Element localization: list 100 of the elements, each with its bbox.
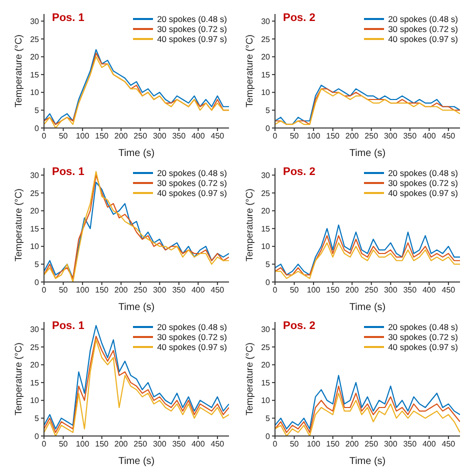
x-tick-label: 200 (345, 132, 360, 141)
chart-title: Pos. 1 (52, 12, 84, 24)
chart-title: Pos. 1 (52, 166, 84, 178)
y-tick-label: 10 (261, 396, 271, 406)
y-tick-label: 5 (266, 414, 271, 424)
y-tick-label: 25 (30, 342, 40, 352)
x-tick-label: 50 (290, 440, 300, 449)
chart-title: Pos. 2 (283, 12, 316, 24)
line-series (275, 224, 460, 276)
x-tick-label: 100 (306, 132, 321, 141)
x-tick-label: 150 (326, 132, 340, 141)
x-tick-label: 400 (191, 286, 206, 295)
x-tick-label: 150 (95, 286, 110, 295)
y-tick-label: 10 (30, 88, 40, 98)
legend-label: 20 spokes (0.48 s) (157, 322, 227, 332)
x-axis-title: Time (s) (118, 302, 155, 313)
chart-title: Pos. 2 (283, 166, 316, 178)
y-tick-label: 20 (30, 52, 40, 62)
x-axis-title: Time (s) (118, 148, 155, 159)
y-tick-label: 5 (266, 106, 271, 116)
x-tick-label: 0 (42, 132, 47, 141)
y-tick-label: 5 (266, 260, 271, 270)
y-axis-title: Temperature (°C) (13, 188, 24, 262)
y-tick-label: 30 (30, 170, 40, 180)
x-tick-label: 250 (364, 132, 379, 141)
x-axis-title: Time (s) (349, 456, 386, 467)
x-tick-label: 350 (403, 286, 418, 295)
x-tick-label: 400 (191, 440, 206, 449)
x-axis-title: Time (s) (349, 148, 386, 159)
x-tick-label: 300 (152, 440, 167, 449)
x-tick-label: 400 (422, 132, 436, 141)
x-tick-label: 450 (442, 440, 456, 449)
x-tick-label: 350 (172, 286, 186, 295)
legend-label: 30 spokes (0.72 s) (388, 24, 458, 34)
legend-label: 40 spokes (0.97 s) (388, 34, 458, 44)
y-tick-label: 15 (261, 224, 271, 234)
y-tick-label: 5 (34, 414, 40, 424)
y-tick-label: 0 (34, 278, 40, 287)
x-tick-label: 50 (58, 440, 68, 449)
y-tick-label: 0 (34, 432, 40, 441)
legend-label: 40 spokes (0.97 s) (157, 342, 227, 352)
y-tick-label: 0 (266, 432, 271, 441)
legend-label: 30 spokes (0.72 s) (157, 332, 227, 342)
x-axis-title: Time (s) (118, 456, 155, 467)
legend-label: 20 spokes (0.48 s) (157, 14, 227, 24)
x-tick-label: 150 (95, 440, 110, 449)
x-tick-label: 100 (306, 286, 321, 295)
x-tick-label: 50 (290, 286, 300, 295)
y-tick-label: 30 (30, 16, 40, 26)
x-tick-label: 350 (172, 440, 186, 449)
y-axis-title: Temperature (°C) (244, 342, 256, 416)
y-tick-label: 30 (261, 16, 271, 26)
y-tick-label: 5 (34, 106, 40, 116)
chart-title: Pos. 1 (52, 320, 84, 332)
chart-title: Pos. 2 (283, 320, 316, 332)
line-series (275, 386, 460, 433)
y-tick-label: 25 (30, 188, 40, 198)
y-tick-label: 15 (261, 378, 271, 388)
x-tick-label: 100 (76, 132, 90, 141)
y-tick-label: 0 (34, 124, 40, 133)
x-tick-label: 400 (422, 440, 436, 449)
y-tick-label: 10 (261, 242, 271, 252)
x-tick-label: 300 (152, 132, 167, 141)
y-axis-title: Temperature (°C) (13, 342, 24, 416)
y-tick-label: 15 (261, 70, 271, 80)
x-tick-label: 250 (134, 440, 148, 449)
x-tick-label: 150 (326, 440, 340, 449)
x-tick-label: 250 (134, 132, 148, 141)
y-tick-label: 20 (261, 52, 271, 62)
y-tick-label: 25 (261, 34, 271, 44)
x-tick-label: 0 (42, 286, 47, 295)
x-tick-label: 350 (403, 440, 418, 449)
line-series (275, 242, 460, 279)
y-tick-label: 15 (30, 224, 40, 234)
x-tick-label: 50 (290, 132, 300, 141)
legend-label: 30 spokes (0.72 s) (157, 24, 227, 34)
x-tick-label: 50 (58, 132, 68, 141)
y-axis-title: Temperature (°C) (244, 188, 256, 262)
line-series (275, 374, 460, 430)
legend-label: 30 spokes (0.72 s) (388, 332, 458, 342)
x-tick-label: 250 (134, 286, 148, 295)
line-series (275, 235, 460, 276)
x-tick-label: 200 (345, 286, 360, 295)
legend-label: 30 spokes (0.72 s) (157, 178, 227, 188)
y-tick-label: 20 (261, 360, 271, 370)
x-tick-label: 0 (42, 440, 47, 449)
x-tick-label: 250 (364, 440, 379, 449)
x-tick-label: 450 (442, 286, 456, 295)
legend-label: 40 spokes (0.97 s) (157, 34, 227, 44)
x-tick-label: 250 (364, 286, 379, 295)
y-tick-label: 30 (261, 324, 271, 334)
legend-label: 30 spokes (0.72 s) (388, 178, 458, 188)
legend-label: 40 spokes (0.97 s) (157, 188, 227, 198)
x-tick-label: 150 (95, 132, 110, 141)
x-tick-label: 350 (172, 132, 186, 141)
x-tick-label: 0 (272, 286, 278, 295)
y-tick-label: 5 (34, 260, 40, 270)
x-tick-label: 0 (272, 132, 278, 141)
x-tick-label: 150 (326, 286, 340, 295)
y-tick-label: 0 (266, 124, 271, 133)
